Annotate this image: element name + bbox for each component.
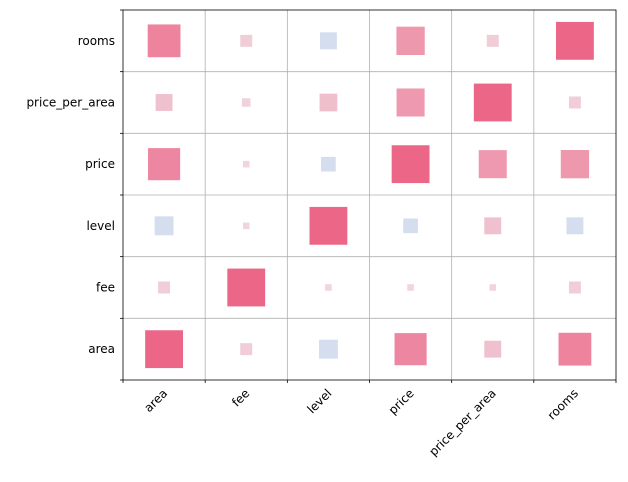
cell-fee-rooms — [568, 281, 581, 294]
cell-price-price_per_area — [478, 150, 507, 179]
y-tick-label: level — [86, 219, 115, 233]
cell-fee-level — [325, 284, 332, 291]
cell-rooms-area — [147, 24, 181, 58]
cell-area-fee — [240, 343, 253, 356]
y-tick-label: price_per_area — [26, 96, 115, 110]
cell-rooms-price — [396, 26, 425, 55]
cell-rooms-rooms — [555, 21, 594, 60]
cell-price_per_area-level — [319, 93, 338, 112]
cell-area-area — [145, 330, 184, 369]
cell-price-area — [148, 148, 181, 181]
cell-area-price — [394, 333, 427, 366]
heatmap-squares — [145, 21, 594, 369]
x-tick-label: level — [304, 386, 334, 416]
x-tick-label: price — [386, 386, 417, 417]
cell-price-price — [391, 145, 430, 184]
cell-level-level — [309, 206, 348, 245]
x-tick-label: rooms — [545, 386, 581, 422]
cell-fee-price_per_area — [489, 284, 497, 291]
cell-rooms-fee — [240, 34, 253, 47]
cell-price_per_area-fee — [242, 98, 251, 107]
cell-rooms-price_per_area — [486, 34, 499, 47]
cell-level-rooms — [566, 217, 584, 235]
cell-price_per_area-rooms — [568, 96, 581, 109]
y-tick-label: area — [88, 342, 115, 356]
grid-lines — [123, 10, 616, 380]
cell-level-area — [154, 216, 174, 236]
y-tick-label: fee — [96, 281, 115, 295]
x-axis-ticks: area fee level price price_per_area rooms — [122, 380, 617, 459]
cell-fee-price — [407, 284, 414, 291]
cell-rooms-level — [319, 32, 337, 50]
cell-price_per_area-price_per_area — [473, 83, 512, 122]
x-tick-label: price_per_area — [426, 386, 499, 459]
cell-level-price_per_area — [484, 217, 502, 235]
cell-area-price_per_area — [484, 340, 502, 358]
x-tick-label: area — [141, 386, 170, 415]
cell-price-fee — [242, 160, 250, 168]
cell-fee-fee — [227, 268, 266, 307]
cell-level-fee — [242, 222, 250, 230]
cell-fee-area — [158, 281, 171, 294]
cell-price-rooms — [560, 150, 590, 179]
y-axis-ticks: area fee level price price_per_area rooms — [26, 9, 123, 381]
x-tick-label: fee — [229, 386, 252, 409]
y-tick-label: rooms — [78, 34, 115, 48]
cell-price_per_area-price — [396, 88, 425, 117]
cell-price-level — [321, 156, 336, 172]
cell-level-price — [403, 218, 418, 234]
cell-price_per_area-area — [155, 94, 173, 111]
y-tick-label: price — [85, 157, 115, 171]
cell-area-rooms — [558, 332, 592, 366]
cell-area-level — [318, 339, 338, 359]
